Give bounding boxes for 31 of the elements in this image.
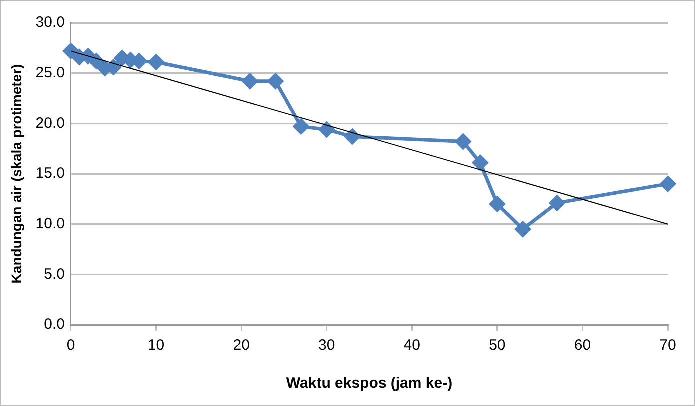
y-tick-label: 10.0	[36, 215, 65, 232]
y-tick-label: 0.0	[44, 316, 65, 334]
x-tick-label: 0	[66, 337, 76, 354]
y-tick-label: 25.0	[36, 64, 65, 82]
y-tick-label: 30.0	[36, 14, 65, 32]
point	[456, 134, 472, 150]
x-tick-label: 70	[660, 337, 676, 354]
point	[294, 118, 310, 134]
y-axis-title: Kandungan air (skala protimeter)	[8, 64, 24, 284]
point	[515, 222, 531, 238]
point	[148, 54, 164, 70]
x-axis-title: Waktu ekspos (jam ke-)	[286, 375, 453, 392]
x-tick-label: 40	[404, 337, 420, 354]
point	[344, 129, 360, 145]
x-tick-label: 10	[148, 337, 165, 354]
point	[88, 54, 104, 70]
point	[490, 196, 506, 212]
point	[268, 74, 284, 90]
x-tick-label: 30	[318, 337, 336, 354]
y-tick-label: 15.0	[36, 165, 65, 182]
point	[472, 155, 488, 171]
point	[319, 122, 335, 138]
point	[242, 74, 258, 90]
y-tick-label: 5.0	[44, 266, 65, 283]
point	[549, 195, 565, 211]
point	[660, 176, 676, 192]
point	[63, 43, 79, 59]
x-tick-label: 20	[233, 337, 250, 354]
y-tick-label: 20.0	[36, 114, 65, 132]
x-tick-label: 50	[489, 337, 506, 354]
x-tick-label: 60	[574, 337, 592, 354]
